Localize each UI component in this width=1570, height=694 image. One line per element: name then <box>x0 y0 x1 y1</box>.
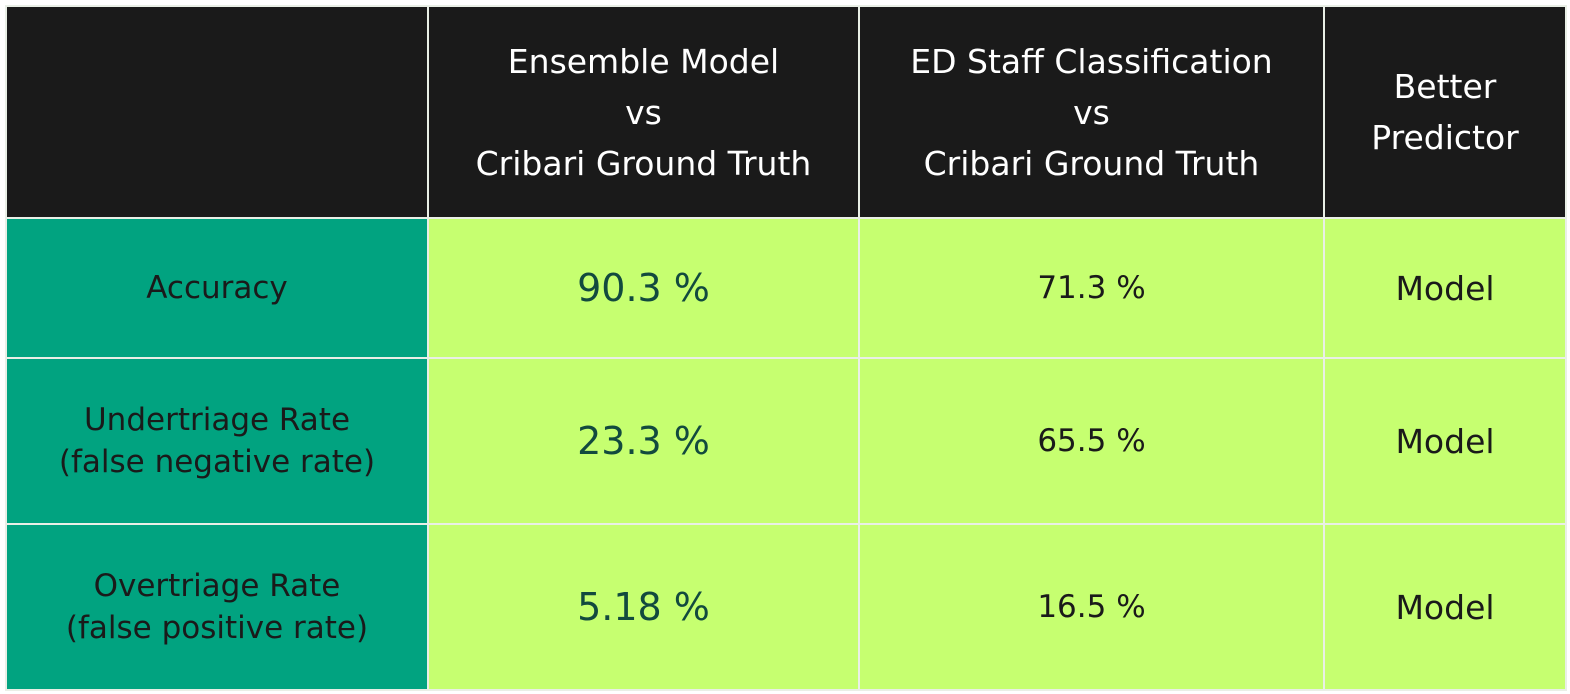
row-accuracy: Accuracy 90.3 % 71.3 % Model <box>5 217 1567 359</box>
row-label-overtriage-line-1: Overtriage Rate <box>93 568 341 604</box>
results-table: Ensemble Model vs Cribari Ground Truth E… <box>5 5 1567 691</box>
row-label-overtriage-line-2: (false positive rate) <box>65 610 369 646</box>
header-ed-staff-line-1: ED Staff Classification <box>910 41 1273 81</box>
row-label-undertriage-line-1: Undertriage Rate <box>83 402 351 438</box>
row-label-undertriage: Undertriage Rate (false negative rate) <box>5 357 429 525</box>
row-label-accuracy-line-1: Accuracy <box>146 270 288 306</box>
cell-model-overtriage: 5.18 % <box>427 523 860 691</box>
header-ensemble-model: Ensemble Model vs Cribari Ground Truth <box>427 5 860 219</box>
row-overtriage: Overtriage Rate (false positive rate) 5.… <box>5 523 1567 691</box>
header-ed-staff-line-3: Cribari Ground Truth <box>923 143 1260 183</box>
cell-model-undertriage: 23.3 % <box>427 357 860 525</box>
header-ensemble-model-line-1: Ensemble Model <box>507 41 780 81</box>
row-label-overtriage: Overtriage Rate (false positive rate) <box>5 523 429 691</box>
cell-better-overtriage: Model <box>1323 523 1567 691</box>
cell-model-accuracy: 90.3 % <box>427 217 860 359</box>
header-ed-staff-line-2: vs <box>1073 92 1110 132</box>
header-better-predictor: Better Predictor <box>1323 5 1567 219</box>
cell-staff-undertriage: 65.5 % <box>858 357 1325 525</box>
header-better-predictor-line-2: Predictor <box>1371 118 1519 157</box>
header-metric <box>5 5 429 219</box>
header-ensemble-model-line-3: Cribari Ground Truth <box>475 143 812 183</box>
header-row: Ensemble Model vs Cribari Ground Truth E… <box>5 5 1567 219</box>
row-label-accuracy: Accuracy <box>5 217 429 359</box>
cell-better-accuracy: Model <box>1323 217 1567 359</box>
cell-better-undertriage: Model <box>1323 357 1567 525</box>
header-ensemble-model-line-2: vs <box>625 92 662 132</box>
cell-staff-overtriage: 16.5 % <box>858 523 1325 691</box>
header-ed-staff: ED Staff Classification vs Cribari Groun… <box>858 5 1325 219</box>
header-better-predictor-line-1: Better <box>1393 67 1497 106</box>
cell-staff-accuracy: 71.3 % <box>858 217 1325 359</box>
row-undertriage: Undertriage Rate (false negative rate) 2… <box>5 357 1567 525</box>
row-label-undertriage-line-2: (false negative rate) <box>58 444 376 480</box>
